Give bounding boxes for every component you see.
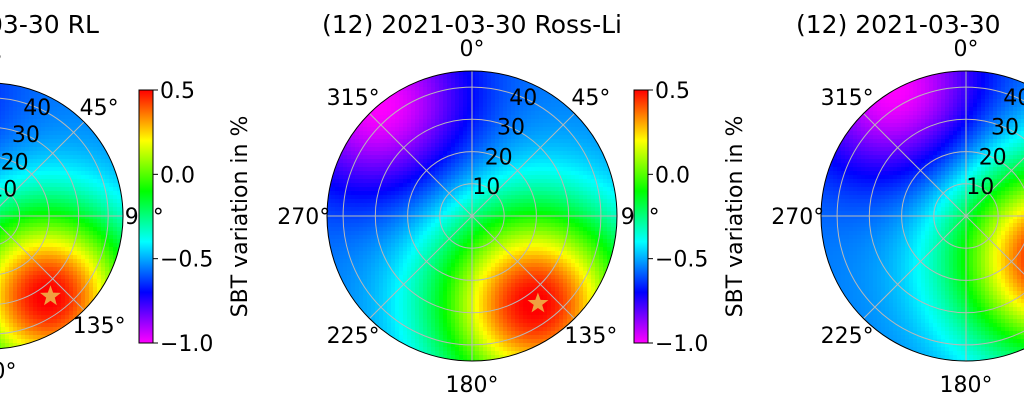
theta-gridline — [965, 157, 1024, 217]
polar-heatmap — [327, 71, 617, 361]
colorbar-tick-label: 0.0 — [160, 163, 195, 188]
theta-gridline — [0, 121, 85, 207]
theta-tick-label: 135° — [564, 324, 617, 349]
radial-tick-labels: 10 20 30 40 — [966, 86, 1024, 200]
panel-title: (12) 2021-03-30 RL — [0, 10, 99, 39]
radial-tick-label: 20 — [485, 146, 513, 171]
theta-gridline — [863, 113, 967, 217]
theta-gridline — [965, 215, 1024, 275]
polar-grid — [326, 70, 618, 362]
theta-tick-label: 45° — [80, 96, 119, 121]
star-marker — [40, 285, 61, 306]
theta-tick-label: 270° — [771, 205, 824, 230]
theta-tick-label: 0° — [0, 51, 3, 76]
colorbar-tick-label: −1.0 — [655, 332, 708, 357]
radial-tick-label: 40 — [509, 86, 537, 111]
theta-gridline — [0, 225, 85, 311]
theta-gridline — [369, 215, 473, 319]
polar-frame — [820, 70, 1024, 362]
radial-tick-label: 40 — [1003, 86, 1024, 111]
theta-tick-label: 270° — [277, 205, 330, 230]
theta-tick-label: 225° — [327, 324, 380, 349]
theta-tick-label: 0° — [954, 37, 979, 62]
theta-tick-label: 135° — [73, 314, 126, 339]
colorbar-tick-label: 0.5 — [655, 79, 690, 104]
radial-tick-label: 30 — [991, 116, 1019, 141]
marker-layer — [40, 285, 61, 306]
polar-grid — [820, 70, 1024, 362]
radial-tick-label: 40 — [23, 96, 51, 121]
theta-tick-label: 180° — [940, 373, 993, 398]
colorbar-label: SBT variation in % — [228, 116, 253, 318]
theta-tick-label: 225° — [821, 324, 874, 349]
colorbar: 0.5 0.0 −0.5 −1.0 SBT variation in % — [633, 79, 748, 357]
colorbar-tick-label: −0.5 — [160, 248, 213, 273]
colorbar-tick-label: 0.5 — [160, 79, 195, 104]
marker-layer — [527, 292, 549, 313]
theta-gridline — [471, 113, 575, 217]
radial-tick-label: 20 — [1, 150, 29, 175]
theta-tick-label: 180° — [0, 359, 17, 384]
radial-tick-label: 10 — [966, 175, 994, 200]
polar-grid — [0, 82, 124, 350]
polar-frame — [0, 82, 124, 350]
heatmap-cells — [327, 71, 617, 361]
colorbar: 0.5 0.0 −0.5 −1.0 SBT variation in % — [138, 79, 253, 357]
theta-tick-labels: 0°45°90°135°180°225°270°315° — [771, 37, 993, 398]
radial-tick-label: 30 — [12, 123, 40, 148]
star-marker — [527, 292, 549, 313]
radial-tick-label: 10 — [472, 175, 500, 200]
panel-title: (12) 2021-03-30 — [796, 10, 1001, 39]
panel-title: (12) 2021-03-30 Ross-Li — [322, 10, 622, 39]
theta-tick-label: 45° — [571, 86, 610, 111]
colorbar-tick-label: 0.0 — [655, 163, 690, 188]
colorbar-tick-label: −0.5 — [655, 248, 708, 273]
radial-tick-label: 30 — [497, 116, 525, 141]
radial-tick-label: 10 — [0, 178, 17, 203]
theta-tick-labels: 0°45°90°135°180°225°270°315° — [277, 37, 659, 398]
theta-tick-label: 315° — [327, 86, 380, 111]
theta-gridline — [863, 215, 967, 319]
colorbar-tick-label: −1.0 — [160, 332, 213, 357]
colorbar-label: SBT variation in % — [723, 116, 748, 318]
polar-frame — [326, 70, 618, 362]
theta-gridline — [369, 113, 473, 217]
radial-tick-label: 20 — [979, 146, 1007, 171]
theta-gridline — [471, 215, 575, 319]
colorbar-gradient — [633, 89, 649, 344]
theta-tick-label: 315° — [821, 86, 874, 111]
radial-tick-labels: 10 20 30 40 — [472, 86, 537, 200]
theta-tick-label: 180° — [446, 373, 499, 398]
theta-tick-label: 0° — [460, 37, 485, 62]
colorbar-gradient — [138, 89, 154, 344]
